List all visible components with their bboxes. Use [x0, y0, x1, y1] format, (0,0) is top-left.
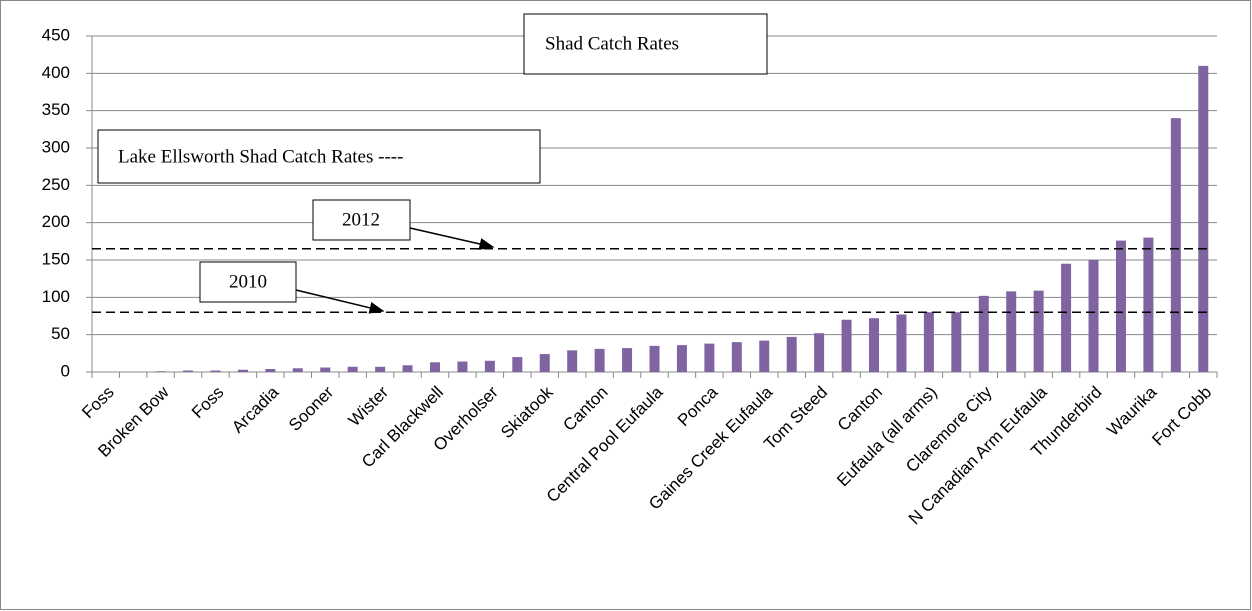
bar [1115, 240, 1126, 372]
bar [594, 348, 605, 372]
bar [676, 345, 687, 372]
y-tick-label: 450 [42, 25, 70, 44]
bar [649, 345, 660, 372]
bar [869, 318, 880, 372]
y-tick-label: 100 [42, 287, 70, 306]
bar [1170, 118, 1181, 372]
bar [786, 336, 797, 372]
bar [567, 350, 578, 372]
bar [1006, 291, 1017, 372]
y-tick-label: 50 [51, 324, 70, 343]
bar [402, 365, 413, 372]
annotation-box [97, 129, 541, 184]
y-tick-label: 200 [42, 212, 70, 231]
bar [512, 357, 523, 372]
bar [951, 312, 962, 372]
ref-label: 2010 [229, 271, 267, 292]
bar [731, 342, 742, 372]
bar [539, 354, 550, 372]
bar [1033, 290, 1044, 372]
y-tick-label: 0 [61, 361, 70, 380]
bar [183, 370, 194, 372]
bar [265, 369, 276, 372]
title-box [523, 13, 768, 75]
ref-label: 2012 [342, 209, 380, 230]
ref-label-box [199, 261, 297, 303]
bar [622, 348, 633, 372]
bar [1061, 263, 1072, 372]
bar [457, 361, 468, 372]
arrow [409, 227, 495, 250]
bar [704, 343, 715, 372]
bar [759, 340, 770, 372]
bar [375, 366, 386, 372]
bar [896, 314, 907, 372]
bar [923, 312, 934, 372]
y-tick-label: 250 [42, 175, 70, 194]
bar [210, 370, 221, 372]
bar [1143, 237, 1154, 372]
y-tick-label: 150 [42, 249, 70, 268]
bar [429, 362, 440, 372]
bar [1088, 260, 1099, 372]
arrow [295, 289, 385, 314]
bar [347, 366, 358, 372]
bar [484, 360, 495, 372]
y-tick-label: 300 [42, 137, 70, 156]
chart-title: Shad Catch Rates [545, 33, 679, 54]
bar [841, 319, 852, 372]
y-tick-label: 400 [42, 63, 70, 82]
bar [237, 369, 248, 372]
bar [978, 295, 989, 372]
ref-label-box [312, 199, 411, 241]
bar [155, 371, 166, 372]
bar [292, 368, 303, 372]
bar [814, 333, 825, 372]
annotation: Lake Ellsworth Shad Catch Rates ---- [118, 146, 403, 167]
bar [320, 367, 331, 372]
bar [1198, 65, 1209, 372]
y-tick-label: 350 [42, 100, 70, 119]
